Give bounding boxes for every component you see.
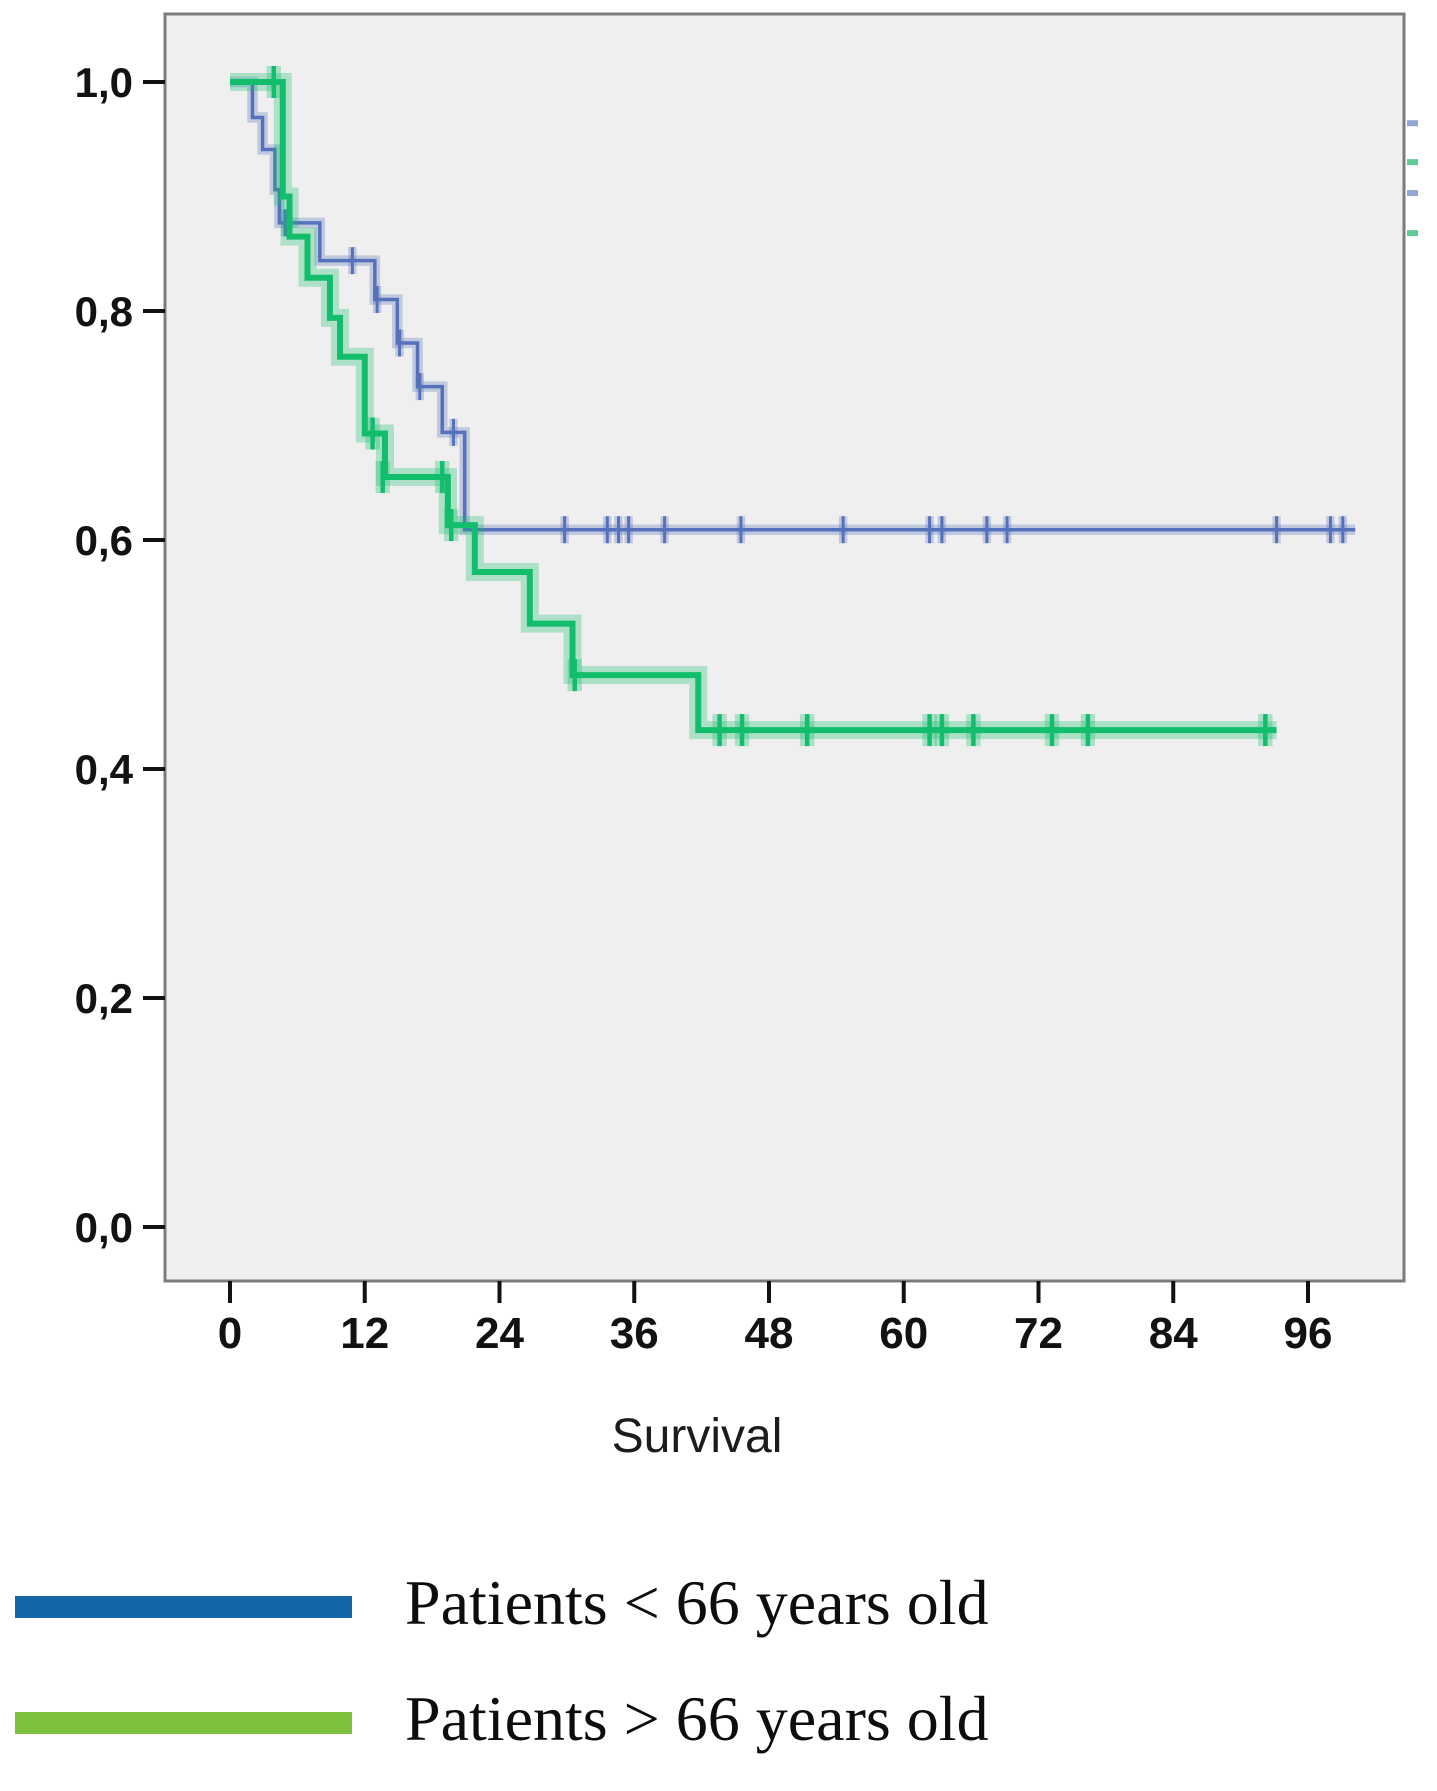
- x-axis-tick-label: 84: [1149, 1309, 1198, 1358]
- x-axis-title: Survival: [612, 1410, 783, 1463]
- cropped-legend-dash: [1407, 230, 1418, 237]
- y-axis-tick-label: 1,0: [75, 59, 133, 106]
- y-axis-tick-label: 0,0: [75, 1204, 133, 1251]
- x-axis-tick-label: 0: [218, 1309, 242, 1358]
- survival-curve-under-66-group: [230, 76, 1356, 544]
- cropped-legend-dash: [1407, 120, 1418, 127]
- legend-swatch-over-66: [15, 1712, 352, 1734]
- x-axis-tick-label: 96: [1284, 1309, 1333, 1358]
- survival-curve-under-66: [230, 80, 1356, 532]
- survival-curve-over-66-group: [230, 66, 1277, 747]
- legend-swatch-under-66: [15, 1596, 352, 1618]
- legend-label-over-66: Patients > 66 years old: [405, 1683, 989, 1754]
- cropped-legend-dash: [1407, 159, 1418, 166]
- y-axis-tick-label: 0,8: [75, 288, 133, 335]
- x-axis-tick-label: 12: [340, 1309, 389, 1358]
- x-axis-tick-label: 60: [879, 1309, 928, 1358]
- plot-panel: [163, 12, 1406, 1283]
- x-axis-tick-label: 24: [475, 1309, 524, 1358]
- x-axis-tick-label: 36: [610, 1309, 659, 1358]
- y-axis-tick-label: 0,6: [75, 517, 133, 564]
- legend-label-under-66: Patients < 66 years old: [405, 1567, 989, 1638]
- cropped-legend-dash: [1407, 190, 1418, 197]
- x-axis-tick-label: 72: [1014, 1309, 1063, 1358]
- km-plot: 0 12 24 36 48 60 72 84 96 0,0 0,2 0,4 0,6 0,8 1,0 Survi…: [75, 12, 1418, 1463]
- x-axis-tick-label: 48: [745, 1309, 794, 1358]
- y-axis-tick-label: 0,2: [75, 975, 133, 1022]
- y-axis-tick-label: 0,4: [75, 746, 134, 793]
